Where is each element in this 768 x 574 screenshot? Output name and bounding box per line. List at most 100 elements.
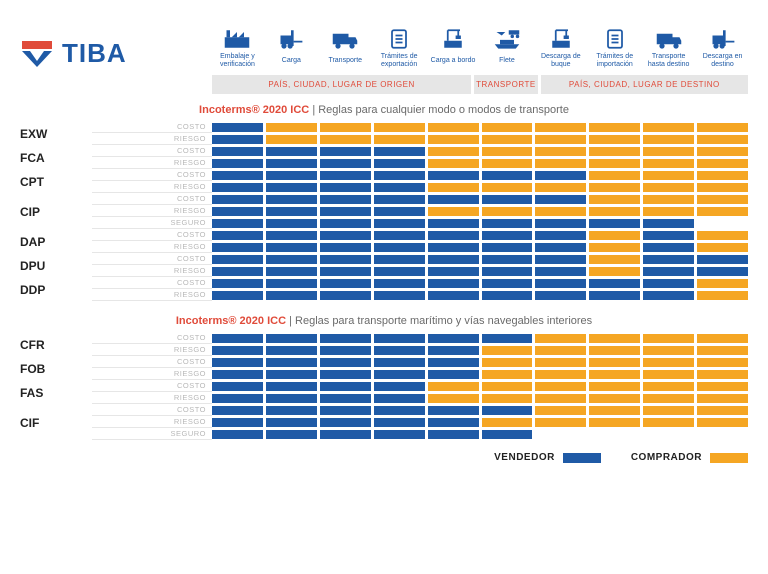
bar [374, 291, 425, 300]
bar [482, 267, 533, 276]
bar [374, 334, 425, 343]
term-FOB: FOBCOSTORIESGO [20, 357, 748, 380]
bar [320, 267, 371, 276]
bar [266, 406, 317, 415]
column-crane-icon: Carga a bordo [428, 28, 479, 69]
bar [428, 159, 479, 168]
bar [320, 430, 371, 439]
bar [374, 418, 425, 427]
line-cost: COSTO [92, 230, 748, 241]
bar [374, 430, 425, 439]
term-code: DDP [20, 283, 92, 297]
term-CFR: CFRCOSTORIESGO [20, 333, 748, 356]
bar [212, 291, 263, 300]
bar [374, 231, 425, 240]
bar [535, 171, 586, 180]
bar [643, 394, 694, 403]
bar [266, 346, 317, 355]
line-risk: RIESGO [92, 417, 748, 428]
bar [212, 171, 263, 180]
line-cost: COSTO [92, 333, 748, 344]
bar [535, 406, 586, 415]
bar [643, 291, 694, 300]
bar [535, 358, 586, 367]
bar [320, 394, 371, 403]
bar [320, 291, 371, 300]
term-code: CIF [20, 416, 92, 430]
bar [482, 394, 533, 403]
column-icons: Embalaje y verificaciónCargaTransporteTr… [212, 28, 748, 69]
bar [266, 207, 317, 216]
bar [320, 195, 371, 204]
section2-title: Incoterms® 2020 ICC | Reglas para transp… [20, 315, 748, 327]
bar [320, 418, 371, 427]
bar [697, 334, 748, 343]
bar [535, 231, 586, 240]
bar [643, 183, 694, 192]
bar [482, 159, 533, 168]
bar [320, 159, 371, 168]
bar [697, 171, 748, 180]
bar [212, 430, 263, 439]
bar [697, 267, 748, 276]
bar [266, 279, 317, 288]
bar [212, 382, 263, 391]
tiba-logo: TIBA [20, 38, 212, 69]
bar [535, 255, 586, 264]
bar [320, 231, 371, 240]
bar [266, 243, 317, 252]
bar [589, 406, 640, 415]
line-cost: COSTO [92, 254, 748, 265]
legend-seller: VENDEDOR [494, 452, 601, 463]
bar [266, 123, 317, 132]
bar [374, 394, 425, 403]
bar [266, 430, 317, 439]
bar [212, 207, 263, 216]
bar [374, 159, 425, 168]
bar [589, 195, 640, 204]
bar [212, 358, 263, 367]
bar [589, 334, 640, 343]
bar [428, 418, 479, 427]
bar [212, 243, 263, 252]
bar [589, 123, 640, 132]
bar [266, 231, 317, 240]
bar [482, 346, 533, 355]
bar [535, 394, 586, 403]
bar [643, 243, 694, 252]
bar [697, 159, 748, 168]
term-FAS: FASCOSTORIESGO [20, 381, 748, 404]
swatch-seller [563, 453, 601, 463]
bar [697, 219, 748, 228]
bar [643, 267, 694, 276]
bar [320, 255, 371, 264]
term-FCA: FCACOSTORIESGO [20, 146, 748, 169]
line-cost: COSTO [92, 278, 748, 289]
line-cost: COSTO [92, 122, 748, 133]
column-multimodal-icon: Flete [482, 28, 533, 69]
bar [482, 382, 533, 391]
bar [535, 147, 586, 156]
bar [697, 418, 748, 427]
bar [428, 135, 479, 144]
term-code: DAP [20, 235, 92, 249]
bar [535, 370, 586, 379]
line-cost: COSTO [92, 146, 748, 157]
bar [643, 231, 694, 240]
bar [320, 171, 371, 180]
term-code: FCA [20, 151, 92, 165]
bar [589, 346, 640, 355]
bar [212, 334, 263, 343]
bar [589, 430, 640, 439]
bar [212, 219, 263, 228]
bar [320, 334, 371, 343]
legend-buyer: COMPRADOR [631, 452, 748, 463]
header: TIBA Embalaje y verificaciónCargaTranspo… [20, 18, 748, 69]
bar [697, 195, 748, 204]
bar [266, 418, 317, 427]
column-truck-icon: Transporte hasta destino [643, 28, 694, 69]
bar [697, 255, 748, 264]
bar [428, 195, 479, 204]
bar [428, 346, 479, 355]
bar [428, 267, 479, 276]
